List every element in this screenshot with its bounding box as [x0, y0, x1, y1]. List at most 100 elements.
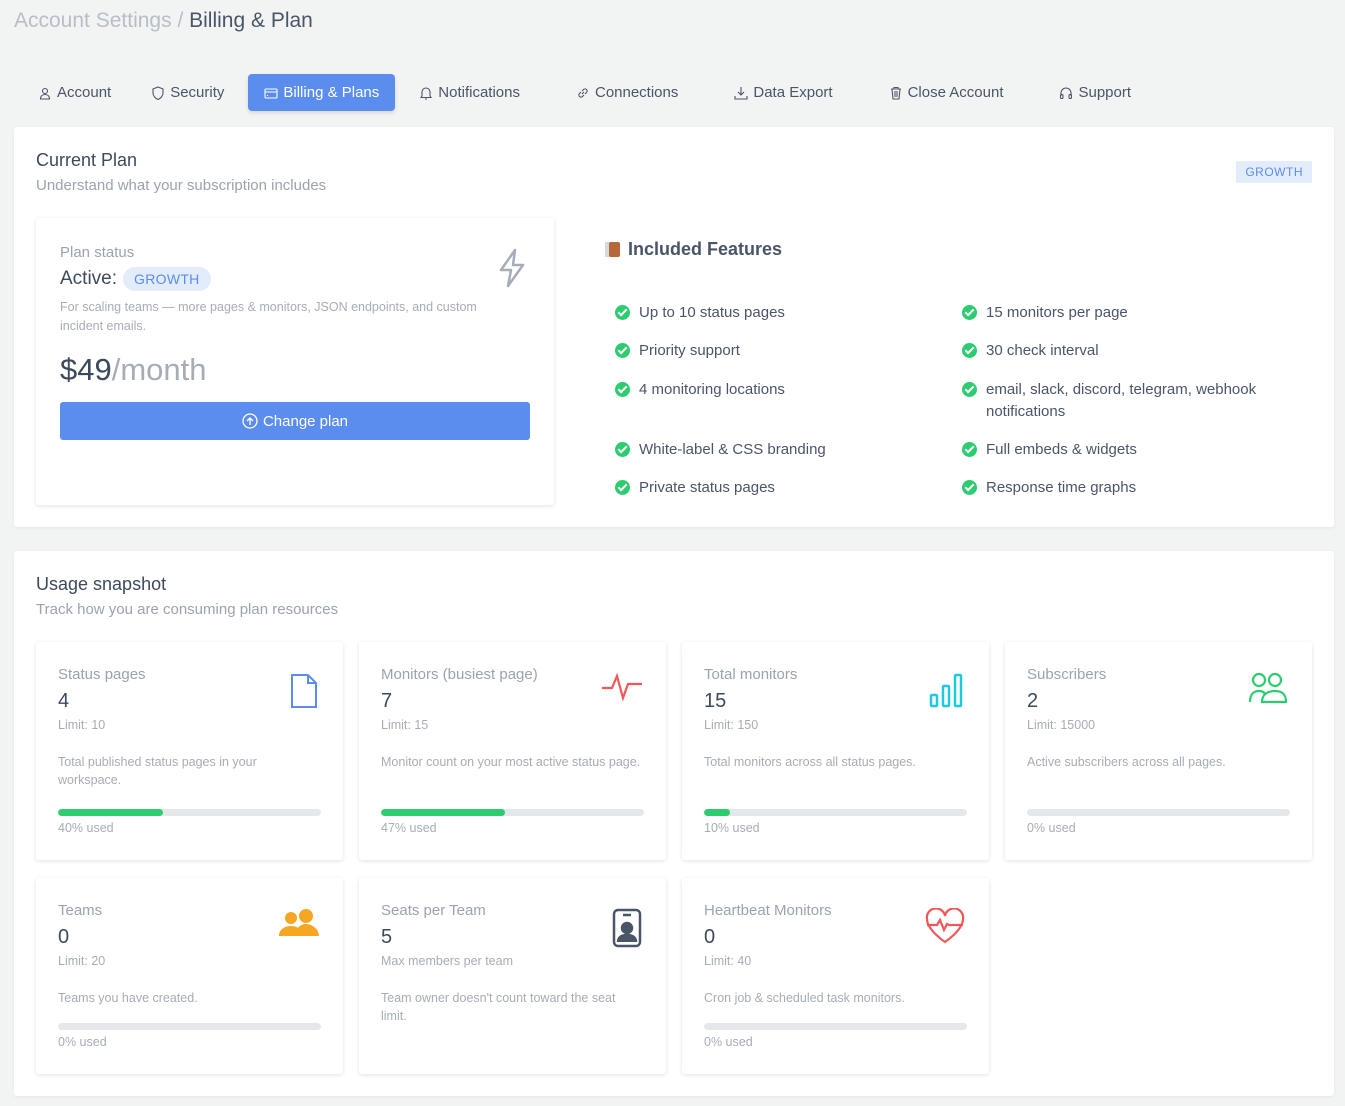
file-icon [289, 672, 319, 715]
usage-percent: 0% used [704, 1035, 753, 1049]
usage-value: 7 [381, 690, 393, 712]
usage-description: Total published status pages in your wor… [58, 755, 257, 787]
shield-icon [152, 85, 164, 100]
feature-label: email, slack, discord, telegram, webhook… [986, 381, 1257, 420]
price-amount: $49 [60, 352, 112, 387]
tab-data-export[interactable]: Data Export [718, 74, 848, 111]
plan-active: Active: GROWTH [60, 267, 211, 291]
users-icon [1248, 672, 1288, 709]
bar-chart-icon [929, 672, 965, 713]
plan-badge: GROWTH [1236, 161, 1312, 183]
usage-title: Subscribers [1027, 666, 1107, 683]
usage-card-subscribers: Subscribers 2 Limit: 15000 Active subscr… [1005, 642, 1312, 860]
tab-label: Close Account [907, 84, 1004, 101]
usage-progress-fill [704, 809, 731, 816]
active-label: Active: [60, 268, 118, 289]
features-heading: Included Features [605, 239, 1321, 260]
tab-connections[interactable]: Connections [560, 74, 694, 111]
download-icon [734, 86, 748, 100]
package-icon [605, 242, 620, 257]
tab-billing-plans[interactable]: Billing & Plans [248, 74, 396, 111]
feature-item: Private status pages [615, 477, 945, 499]
usage-card-teams: Teams 0 Limit: 20 Teams you have created… [36, 878, 343, 1074]
usage-title: Total monitors [704, 666, 798, 683]
usage-title: Teams [58, 902, 103, 919]
usage-card-total-monitors: Total monitors 15 Limit: 150 Total monit… [682, 642, 989, 860]
usage-value: 15 [704, 690, 727, 712]
breadcrumb-parent[interactable]: Account Settings [14, 9, 172, 32]
breadcrumb-current: Billing & Plan [189, 9, 313, 32]
usage-description: Teams you have created. [58, 991, 198, 1005]
feature-label: 15 monitors per page [986, 304, 1128, 321]
section-title: Current Plan [36, 150, 138, 170]
plan-status-label: Plan status [60, 244, 135, 261]
usage-progress-bar [381, 809, 644, 816]
tab-label: Connections [594, 84, 679, 101]
usage-limit: Limit: 20 [58, 954, 106, 968]
check-circle-icon [615, 442, 630, 457]
section-subtitle: Track how you are consuming plan resourc… [36, 601, 339, 618]
usage-percent: 47% used [381, 821, 437, 835]
plan-status-box: Plan status Active: GROWTH For scaling te… [36, 218, 554, 505]
breadcrumb-separator: / [177, 9, 184, 32]
feature-label: Private status pages [639, 479, 775, 496]
tab-label: Notifications [438, 84, 520, 101]
plan-description: For scaling teams — more pages & monitor… [60, 300, 477, 333]
current-plan-card: Current Plan Understand what your subscr… [14, 127, 1334, 527]
price-period: /month [111, 352, 207, 387]
usage-progress-bar [1027, 809, 1290, 816]
id-badge-icon [612, 908, 642, 953]
tab-label: Data Export [753, 84, 833, 101]
breadcrumb: Account Settings / Billing & Plan [14, 9, 313, 33]
lightning-icon [499, 248, 525, 288]
trash-icon [890, 86, 901, 100]
bell-icon [420, 86, 433, 100]
tab-label: Billing & Plans [283, 84, 380, 101]
section-subtitle: Understand what your subscription includ… [36, 177, 327, 194]
usage-description: Active subscribers across all pages. [1027, 755, 1226, 769]
tab-support[interactable]: Support [1043, 74, 1147, 111]
feature-label: Full embeds & widgets [986, 441, 1137, 458]
usage-progress-bar [704, 809, 967, 816]
credit-card-icon [264, 87, 278, 99]
usage-progress-fill [381, 809, 505, 816]
tab-label: Account [57, 84, 112, 101]
change-plan-label: Change plan [262, 412, 349, 430]
usage-limit: Limit: 15000 [1027, 718, 1096, 732]
feature-item: Priority support [615, 340, 945, 362]
change-plan-button[interactable]: Change plan [60, 402, 530, 440]
usage-percent: 0% used [58, 1035, 107, 1049]
link-icon [578, 87, 588, 98]
usage-description: Cron job & scheduled task monitors. [704, 991, 905, 1005]
usage-description: Team owner doesn't count toward the seat… [381, 991, 616, 1023]
usage-limit: Limit: 150 [704, 718, 759, 732]
check-circle-icon [962, 382, 977, 397]
features-title: Included Features [628, 239, 783, 259]
feature-item: Full embeds & widgets [962, 439, 1292, 461]
feature-label: Priority support [639, 342, 740, 359]
usage-limit: Limit: 10 [58, 718, 106, 732]
feature-item: 4 monitoring locations [615, 379, 945, 401]
usage-value: 5 [381, 926, 393, 948]
feature-label: 30 check interval [986, 342, 1099, 359]
usage-title: Monitors (busiest page) [381, 666, 538, 683]
usage-limit: Limit: 15 [381, 718, 429, 732]
check-circle-icon [615, 305, 630, 320]
tab-security[interactable]: Security [135, 74, 240, 111]
tab-notifications[interactable]: Notifications [403, 74, 536, 111]
plan-price: $49/month [60, 352, 207, 388]
usage-progress-bar [58, 1023, 321, 1030]
feature-item: White-label & CSS branding [615, 439, 945, 461]
tab-close-account[interactable]: Close Account [873, 74, 1020, 111]
usage-limit: Max members per team [381, 954, 513, 968]
pulse-icon [602, 672, 642, 707]
tab-account[interactable]: Account [22, 74, 127, 111]
usage-value: 4 [58, 690, 70, 712]
usage-title: Status pages [58, 666, 146, 683]
usage-progress-bar [704, 1023, 967, 1030]
feature-label: Up to 10 status pages [639, 304, 785, 321]
usage-card: Usage snapshot Track how you are consumi… [14, 551, 1334, 1096]
usage-card-seats-per-team: Seats per Team 5 Max members per team Te… [359, 878, 666, 1074]
usage-title: Seats per Team [381, 902, 486, 919]
feature-label: Response time graphs [986, 479, 1137, 496]
